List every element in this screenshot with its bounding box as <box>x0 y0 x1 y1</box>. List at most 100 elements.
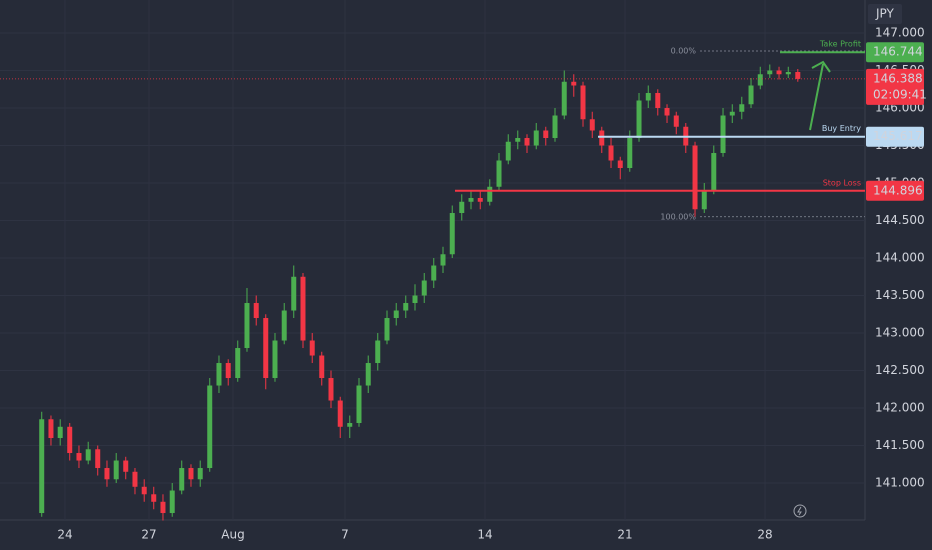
candle-body <box>617 160 623 169</box>
candle-body <box>739 104 745 112</box>
replay-icon[interactable] <box>793 504 807 518</box>
candle-body <box>244 303 250 349</box>
candle-body <box>561 81 567 116</box>
currency-box <box>868 4 902 24</box>
y-tick-label: 143.000 <box>875 326 925 340</box>
candle-body <box>449 213 455 255</box>
candle-body <box>580 85 586 120</box>
candle-body <box>655 93 661 109</box>
y-tick-label: 141.500 <box>875 438 925 452</box>
arrow <box>809 60 831 131</box>
candle-body <box>692 145 698 210</box>
candle-body <box>151 494 157 502</box>
candle-body <box>67 426 73 454</box>
fib-label: 0.00% <box>671 47 697 56</box>
candle-body <box>123 460 129 472</box>
candle-body <box>440 254 446 266</box>
x-tick-label: 14 <box>477 528 492 542</box>
candle-body <box>95 449 101 469</box>
candle-body <box>319 355 325 379</box>
candle-body <box>197 468 203 480</box>
candle-body <box>459 201 465 214</box>
candle-body <box>477 198 483 202</box>
candle-body <box>113 460 119 480</box>
candle-body <box>505 141 511 161</box>
y-tick-label: 144.500 <box>875 213 925 227</box>
level-label: Stop Loss <box>823 178 861 187</box>
candle-body <box>599 130 605 146</box>
axis: 141.000 141.500 142.000 142.500 143.000 143.5… <box>57 26 927 542</box>
candle-body <box>225 363 231 379</box>
candle-body <box>496 160 502 187</box>
candle-body <box>188 468 194 480</box>
candle-body <box>281 310 287 341</box>
currency: JPY <box>875 7 895 21</box>
candle-body <box>636 100 642 139</box>
candle-body <box>132 471 138 487</box>
candle-body <box>533 130 539 146</box>
level-tag <box>866 126 924 147</box>
level-tag <box>866 180 924 201</box>
y-tick-label: 147.000 <box>875 26 925 40</box>
candle-body <box>328 378 334 401</box>
candle-body <box>291 276 297 311</box>
candle-body <box>216 363 222 386</box>
candle-body <box>767 70 773 75</box>
candle-body <box>337 400 343 427</box>
candle-body <box>309 340 315 356</box>
x-tick-label: Aug <box>221 528 244 542</box>
candle-body <box>160 501 166 514</box>
candle-body <box>589 119 595 131</box>
candle-body <box>141 486 147 495</box>
candle-body <box>272 340 278 379</box>
y-tick-label: 142.500 <box>875 363 925 377</box>
last-price-tag <box>866 68 924 105</box>
candle-body <box>468 198 474 202</box>
x-tick-label: 24 <box>57 528 72 542</box>
candle-body <box>403 303 409 311</box>
candle-body <box>57 426 63 439</box>
candle-body <box>729 111 735 116</box>
level-label: Buy Entry <box>822 124 861 133</box>
candle-body <box>253 303 259 319</box>
candle-body <box>524 138 530 146</box>
plot: 0.00% 100.00% Take Profit Buy Entry Stop Los… <box>0 40 865 521</box>
candle-body <box>76 453 82 461</box>
candle-body <box>393 310 399 319</box>
candle-body <box>39 419 45 514</box>
level-price: 144.896 <box>873 183 923 197</box>
candle-body <box>608 145 614 161</box>
candle-body <box>627 138 633 169</box>
level-tag <box>866 42 924 63</box>
candle-body <box>515 138 521 142</box>
x-tick-label: 7 <box>341 528 349 542</box>
candle-body <box>776 70 782 75</box>
y-tick-label: 142.000 <box>875 401 925 415</box>
candle-body <box>179 468 185 491</box>
candle-body <box>85 449 91 461</box>
candle-body <box>720 115 726 154</box>
candle-body <box>673 115 679 127</box>
grid <box>0 0 865 520</box>
candle-body <box>795 72 801 79</box>
candle-body <box>543 130 549 139</box>
x-tick-label: 27 <box>141 528 156 542</box>
level-price: 146.744 <box>873 45 923 59</box>
candle-body <box>757 74 763 86</box>
x-tick-label: 28 <box>757 528 772 542</box>
candle-body <box>347 423 353 427</box>
candle-body <box>421 280 427 296</box>
countdown: 02:09:41 <box>873 87 927 101</box>
x-tick-label: 21 <box>617 528 632 542</box>
candle-body <box>431 265 437 281</box>
candle-body <box>300 276 306 341</box>
last-price: 146.388 <box>873 71 923 85</box>
fib-label: 100.00% <box>660 212 696 221</box>
candle-body <box>48 419 54 439</box>
candle-body <box>487 186 493 202</box>
candle-body <box>412 295 418 304</box>
candle-body <box>169 490 175 514</box>
candle-body <box>711 153 717 191</box>
